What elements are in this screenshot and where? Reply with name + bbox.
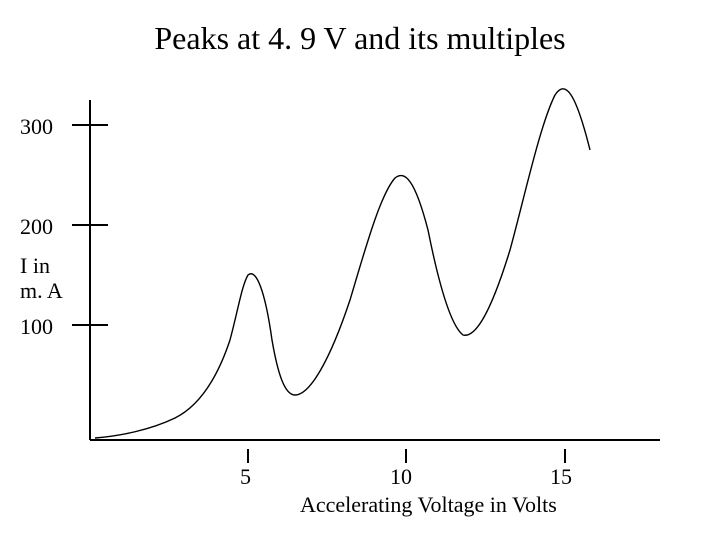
chart-container: Peaks at 4. 9 V and its multiples 300 20… bbox=[0, 0, 720, 540]
data-curve bbox=[95, 89, 590, 438]
chart-svg bbox=[0, 0, 720, 540]
